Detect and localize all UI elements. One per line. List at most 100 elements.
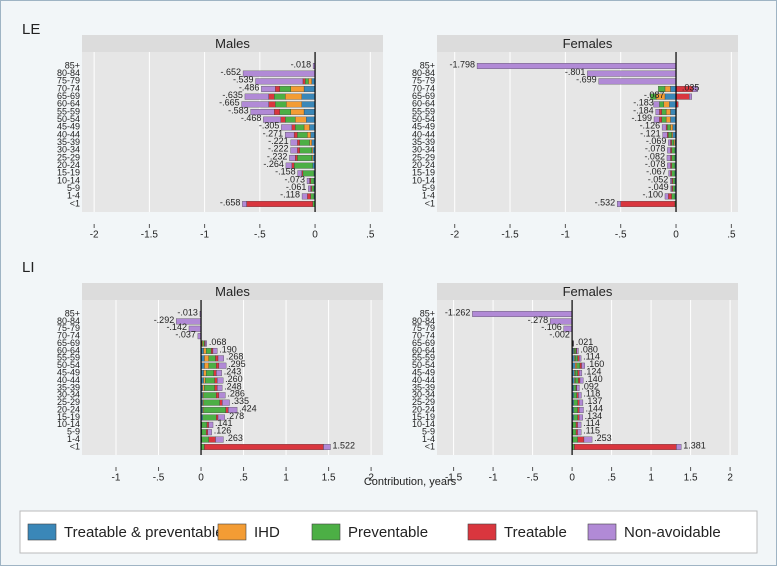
bar-segment	[205, 370, 214, 377]
bar-segment	[576, 384, 580, 391]
value-label: .118	[583, 389, 600, 399]
bar-segment	[215, 436, 224, 443]
category-label: 25-29	[412, 397, 435, 407]
x-axis-label: Contribution, years	[364, 476, 457, 488]
value-label: .144	[585, 403, 603, 413]
bar-segment	[323, 444, 331, 450]
bar-segment	[215, 355, 219, 362]
bar-segment	[587, 70, 677, 77]
x-tick-label: -1.5	[141, 230, 159, 241]
bar-segment	[667, 147, 671, 154]
bar-segment	[574, 444, 677, 450]
bar-segment	[598, 78, 677, 85]
bar-segment	[207, 429, 212, 436]
bar-segment	[217, 414, 225, 421]
bar-segment	[204, 355, 209, 362]
category-label: 45-49	[57, 367, 80, 377]
bar-segment	[309, 178, 311, 184]
bar-segment	[295, 124, 305, 131]
bar-segment	[671, 170, 676, 177]
value-label: -.052	[648, 174, 669, 184]
category-label: 70-74	[57, 331, 80, 341]
bar-segment	[213, 370, 217, 377]
category-label: 10-14	[412, 175, 435, 185]
category-label: 75-79	[412, 323, 435, 333]
bar-segment	[203, 347, 207, 354]
bar-segment	[665, 109, 671, 115]
category-label: 20-24	[412, 160, 435, 170]
value-label: .114	[583, 418, 600, 428]
x-tick-label: -2	[90, 230, 99, 241]
category-label: 45-49	[57, 122, 80, 132]
bar-segment	[244, 93, 269, 100]
category-label: 70-74	[412, 83, 435, 93]
value-label: .286	[227, 389, 245, 399]
value-label: -.061	[286, 182, 307, 192]
bar-segment	[286, 101, 302, 108]
value-label: -.073	[284, 174, 305, 184]
bar-segment	[311, 185, 315, 192]
value-label: .248	[224, 381, 242, 391]
category-label: 80-84	[412, 68, 435, 78]
bar-segment	[250, 109, 275, 115]
x-tick-label: 0	[312, 230, 318, 241]
category-label: 80-84	[57, 68, 80, 78]
value-label: .243	[224, 366, 242, 376]
x-tick-label: -.5	[527, 473, 539, 484]
bar-segment	[574, 347, 577, 354]
category-label: 35-39	[57, 382, 80, 392]
bar-segment	[692, 86, 698, 92]
bar-segment	[671, 132, 673, 138]
category-label: 30-34	[412, 390, 435, 400]
category-label: 15-19	[412, 168, 435, 178]
value-label: -.002	[549, 330, 570, 340]
category-label: 75-79	[57, 323, 80, 333]
value-label: -.118	[280, 190, 300, 200]
bar-segment	[216, 362, 220, 369]
value-label: -.264	[263, 159, 284, 169]
bar-segment	[222, 399, 230, 406]
bar-segment	[311, 155, 314, 161]
panel-title: Males	[215, 284, 250, 299]
bar-segment	[671, 178, 673, 184]
bar-segment	[301, 101, 316, 108]
category-label: 5-9	[422, 427, 435, 437]
category-label: 10-14	[57, 419, 80, 429]
x-tick-label: 0	[569, 473, 575, 484]
bar-segment	[301, 193, 308, 200]
value-label: -.292	[154, 315, 175, 325]
bar-segment	[280, 116, 286, 123]
x-tick-label: 0	[673, 230, 679, 241]
bar-segment	[577, 355, 580, 362]
value-label: .253	[594, 433, 612, 443]
bar-segment	[650, 93, 657, 100]
bar-segment	[308, 78, 312, 85]
plot-area	[82, 52, 383, 212]
value-label: -.037	[175, 330, 196, 340]
value-label: .140	[585, 374, 603, 384]
category-label: 45-49	[412, 367, 435, 377]
value-label: -.013	[177, 307, 198, 317]
bar-segment	[667, 124, 671, 131]
bar-segment	[279, 109, 291, 115]
bar-segment	[663, 101, 670, 108]
category-label: 75-79	[57, 76, 80, 86]
value-label: -.183	[633, 98, 654, 108]
x-tick-label: .5	[366, 230, 375, 241]
bar-segment	[578, 392, 582, 399]
bar-segment	[297, 139, 300, 146]
value-label: .092	[581, 381, 599, 391]
category-label: 15-19	[57, 168, 80, 178]
legend-swatch	[587, 523, 617, 541]
value-label: .335	[232, 396, 250, 406]
bar-segment	[289, 155, 296, 161]
bar-segment	[306, 178, 310, 184]
bar-segment	[214, 377, 218, 384]
bar-segment	[310, 132, 316, 138]
x-tick-label: 1	[283, 473, 289, 484]
bar-segment	[665, 124, 668, 131]
bar-segment	[577, 429, 582, 436]
legend-swatch	[27, 523, 57, 541]
category-label: 1-4	[67, 434, 80, 444]
bar-segment	[242, 70, 316, 77]
